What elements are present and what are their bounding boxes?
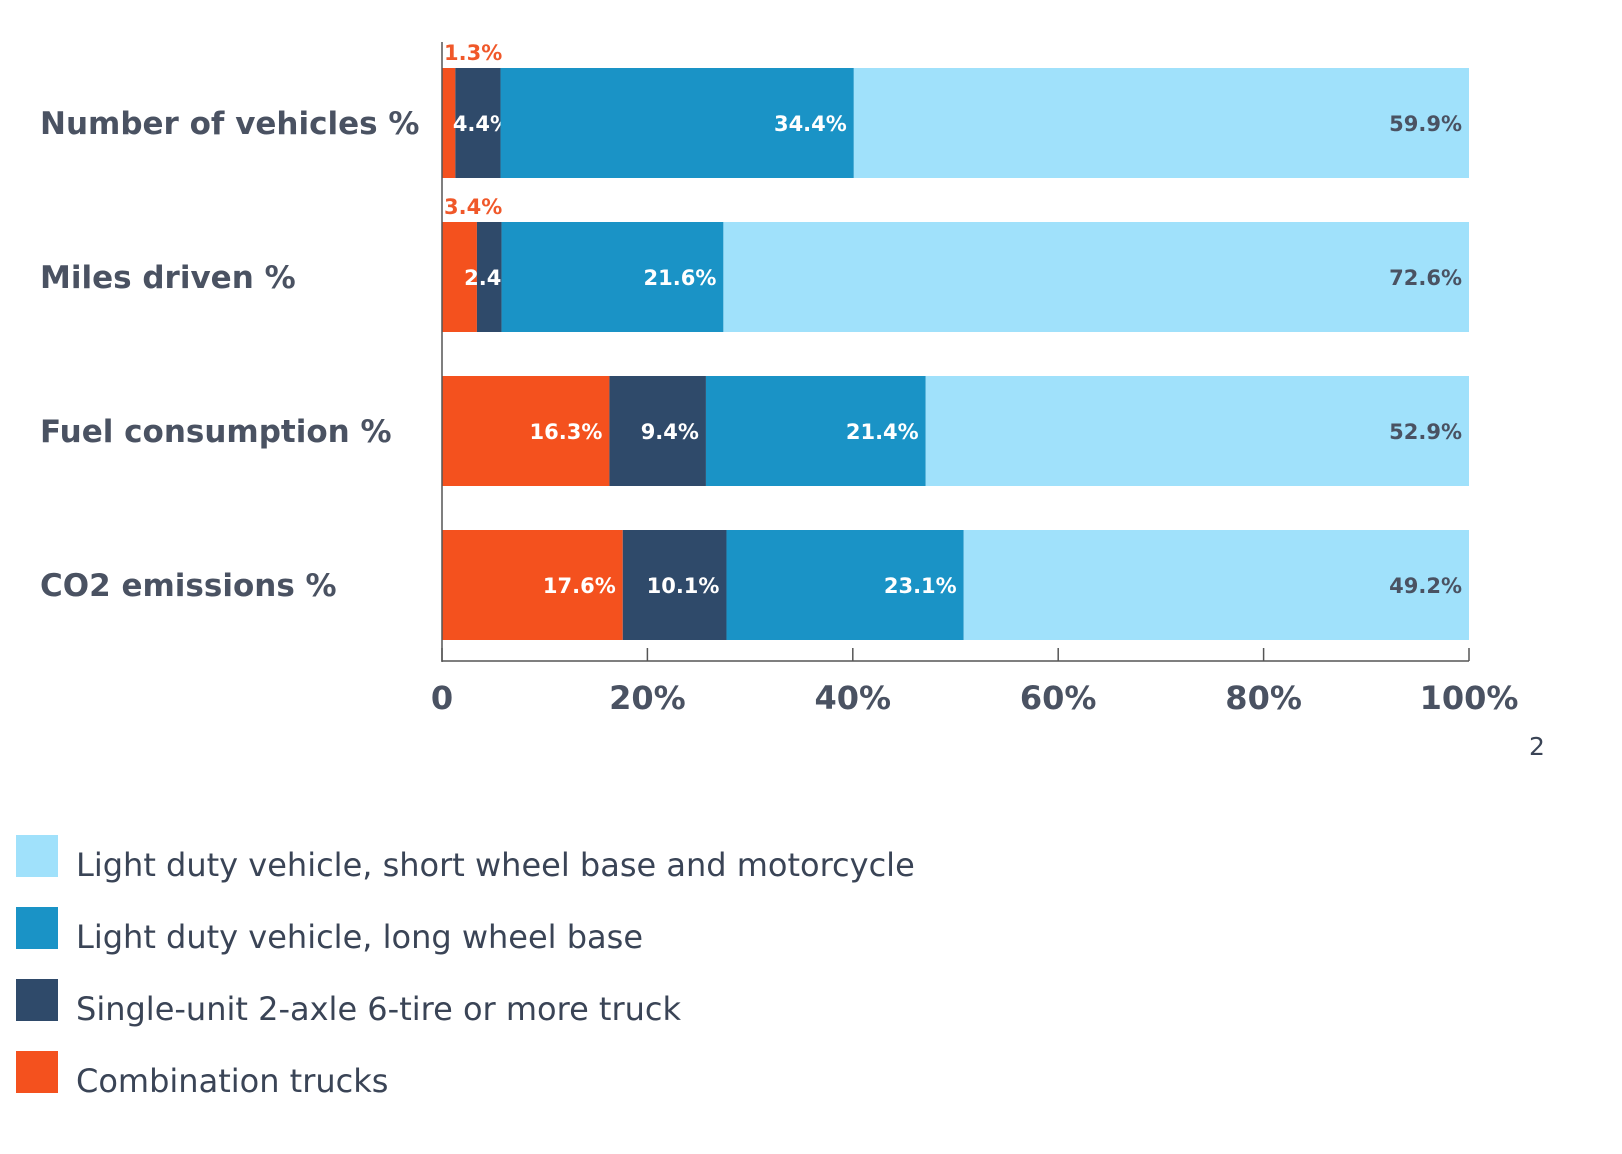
legend-swatch <box>16 979 58 1021</box>
bar-segment <box>705 376 926 486</box>
data-label: 34.4% <box>774 112 847 136</box>
data-label: 1.3% <box>444 41 502 65</box>
bar-segment <box>853 68 1469 178</box>
category-label: Fuel consumption % <box>40 414 392 450</box>
bar-segment <box>925 376 1469 486</box>
bar-segment <box>442 530 623 640</box>
legend-swatch <box>16 835 58 877</box>
data-label: 21.4% <box>846 420 919 444</box>
data-label: 59.9% <box>1389 112 1462 136</box>
x-tick-label: 100% <box>1420 679 1519 717</box>
legend-swatch <box>16 1051 58 1093</box>
category-label: Miles driven % <box>40 260 296 296</box>
data-label: 17.6% <box>543 574 616 598</box>
data-label: 10.1% <box>647 574 720 598</box>
bar-segment <box>501 222 724 332</box>
data-label: 21.6% <box>644 266 717 290</box>
x-tick-label: 80% <box>1225 679 1302 717</box>
legend-swatch <box>16 907 58 949</box>
bar-segment <box>442 68 456 178</box>
bar-segment <box>476 222 502 332</box>
bar-segment <box>609 376 706 486</box>
data-label: 9.4% <box>641 420 699 444</box>
data-label: 3.4% <box>444 195 502 219</box>
bar-segment <box>963 530 1469 640</box>
bar-segment <box>442 376 610 486</box>
legend-label: Light duty vehicle, long wheel base <box>76 918 643 956</box>
legend-label: Single-unit 2-axle 6-tire or more truck <box>76 990 682 1028</box>
data-label: 52.9% <box>1389 420 1462 444</box>
data-label: 72.6% <box>1389 266 1462 290</box>
x-tick-label: 0 <box>431 679 453 717</box>
x-tick-label: 40% <box>815 679 892 717</box>
bar-segment <box>500 68 854 178</box>
bar-segment <box>442 222 477 332</box>
bar-segment <box>723 222 1469 332</box>
legend-label: Light duty vehicle, short wheel base and… <box>76 846 915 884</box>
bar-segment <box>726 530 964 640</box>
data-label: 16.3% <box>530 420 603 444</box>
x-tick-label: 20% <box>609 679 686 717</box>
data-label: 23.1% <box>884 574 957 598</box>
bar-segment <box>455 68 501 178</box>
category-label: Number of vehicles % <box>40 106 419 142</box>
legend-label: Combination trucks <box>76 1062 388 1100</box>
data-label: 49.2% <box>1389 574 1462 598</box>
bar-segment <box>622 530 727 640</box>
footnote-marker: 2 <box>1529 732 1545 761</box>
x-tick-label: 60% <box>1020 679 1097 717</box>
category-label: CO2 emissions % <box>40 568 337 604</box>
